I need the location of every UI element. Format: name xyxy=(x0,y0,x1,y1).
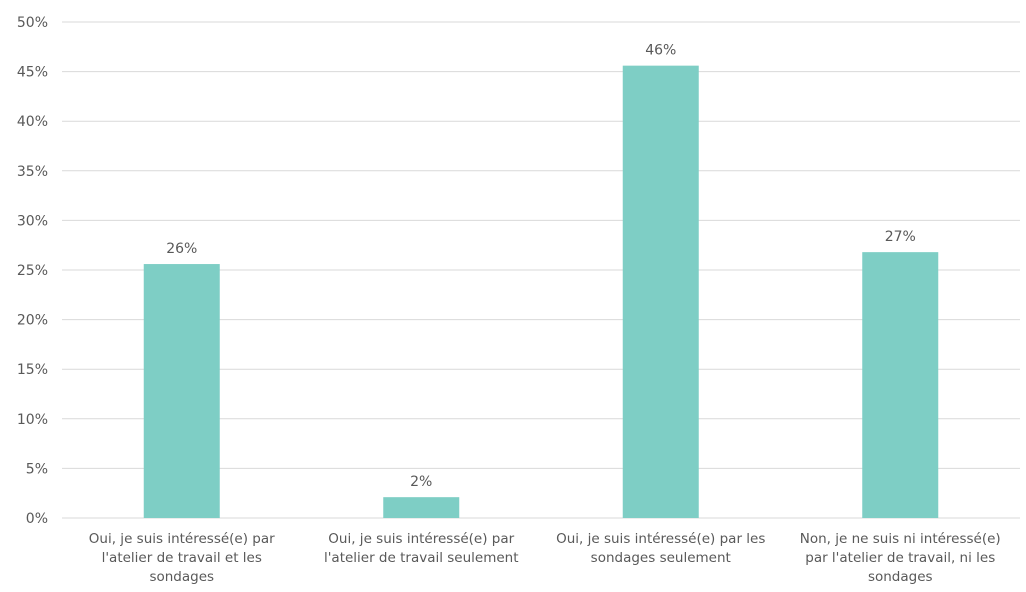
data-label: 27% xyxy=(885,229,916,245)
category-label: Oui, je suis intéressé(e) par les sondage… xyxy=(556,531,765,566)
y-tick-label: 5% xyxy=(26,461,48,477)
y-axis-tick-labels: 0% 5% 10% 15% 20% 25% 30% 35% 40% 45% 50% xyxy=(17,15,48,527)
bar xyxy=(143,264,220,518)
bar xyxy=(383,497,460,518)
category-label: Oui, je suis intéressé(e) par l'atelier d… xyxy=(324,531,519,566)
gridlines xyxy=(62,21,1020,519)
data-label: 2% xyxy=(410,474,432,490)
bar xyxy=(622,65,699,518)
bars xyxy=(143,65,939,519)
category-label: Non, je ne suis ni intéressé(e) par l'ate… xyxy=(800,531,1001,585)
y-tick-label: 20% xyxy=(17,313,48,329)
y-tick-label: 35% xyxy=(17,164,48,180)
y-tick-label: 10% xyxy=(17,412,48,428)
y-tick-label: 40% xyxy=(17,114,48,130)
y-tick-label: 0% xyxy=(26,511,48,527)
y-tick-label: 25% xyxy=(17,263,48,279)
y-tick-label: 50% xyxy=(17,15,48,31)
category-labels: Oui, je suis intéressé(e) par l'atelier d… xyxy=(89,531,1001,585)
bar xyxy=(862,252,939,519)
data-label: 26% xyxy=(166,241,197,257)
data-labels: 26% 2% 46% 27% xyxy=(166,43,916,491)
data-label: 46% xyxy=(645,43,676,59)
y-tick-label: 30% xyxy=(17,213,48,229)
y-tick-label: 15% xyxy=(17,362,48,378)
category-label: Oui, je suis intéressé(e) par l'atelier d… xyxy=(89,531,275,585)
y-tick-label: 45% xyxy=(17,65,48,81)
